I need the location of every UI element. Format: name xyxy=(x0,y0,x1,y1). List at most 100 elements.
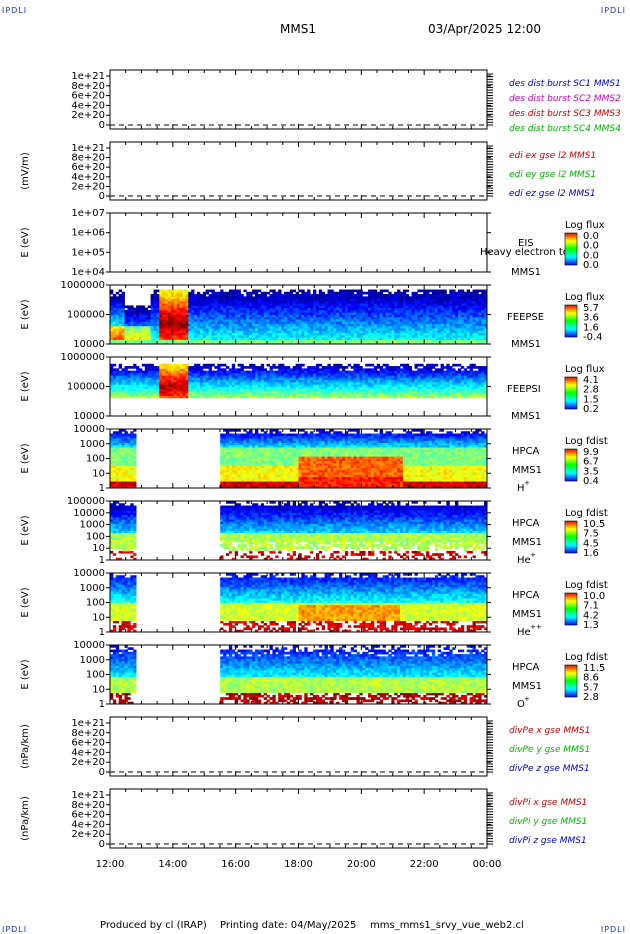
spectrogram-cell xyxy=(269,307,273,311)
spectrogram-cell xyxy=(379,381,383,385)
spectrogram-cell xyxy=(199,388,204,392)
spectrogram-cell xyxy=(278,386,282,390)
spectrogram-cell xyxy=(179,323,183,327)
spectrogram-cell xyxy=(115,298,120,302)
spectrogram-cell xyxy=(408,339,412,343)
spectrogram-cell xyxy=(205,325,209,329)
spectrogram-cell xyxy=(429,386,433,390)
spectrogram-cell xyxy=(202,303,207,306)
spectrogram-cell xyxy=(153,334,157,338)
spectrogram-cell xyxy=(243,375,247,378)
spectrogram-cell xyxy=(162,337,166,340)
spectrogram-cell xyxy=(359,330,363,334)
spectrogram-cell xyxy=(226,341,230,345)
spectrogram-cell xyxy=(168,307,172,311)
spectrogram-cell xyxy=(481,294,485,297)
spectrogram-cell xyxy=(281,393,285,396)
spectrogram-cell xyxy=(455,330,459,334)
spectrogram-cell xyxy=(153,323,157,327)
spectrogram-cell xyxy=(284,307,288,311)
spectrogram-cell xyxy=(327,321,331,324)
spectrogram-cell xyxy=(182,321,186,324)
spectrogram-cell xyxy=(226,381,230,385)
spectrogram-cell xyxy=(344,395,349,399)
spectrogram-cell xyxy=(376,372,381,376)
spectrogram-cell xyxy=(426,370,430,374)
spectrogram-cell xyxy=(289,294,294,297)
spectrogram-cell xyxy=(388,298,392,302)
spectrogram-cell xyxy=(115,330,120,334)
spectrogram-cell xyxy=(150,337,154,340)
spectrogram-cell xyxy=(286,316,291,320)
spectrogram-cell xyxy=(373,328,378,331)
spectrogram-cell xyxy=(356,303,360,306)
spectrogram-cell xyxy=(159,328,163,331)
spectrogram-cell xyxy=(481,296,485,300)
spectrogram-cell xyxy=(240,384,244,387)
spectrogram-cell xyxy=(431,291,436,295)
spectrogram-cell xyxy=(359,307,363,311)
spectrogram-cell xyxy=(162,384,166,387)
spectrogram-cell xyxy=(484,314,488,318)
spectrogram-cell xyxy=(205,388,209,392)
spectrogram-cell xyxy=(263,395,267,399)
spectrogram-cell xyxy=(211,334,215,338)
spectrogram-cell xyxy=(144,363,149,367)
spectrogram-cell xyxy=(243,321,247,324)
spectrogram-cell xyxy=(272,334,276,338)
spectrogram-cell xyxy=(289,323,294,327)
spectrogram-cell xyxy=(292,381,296,385)
spectrogram-cell xyxy=(414,334,418,338)
spectrogram-cell xyxy=(237,388,241,392)
spectrogram-cell xyxy=(385,379,389,383)
spectrogram-cell xyxy=(426,384,430,387)
spectrogram-cell xyxy=(423,303,427,306)
spectrogram-cell xyxy=(458,307,462,311)
spectrogram-cell xyxy=(121,309,125,313)
spectrogram-cell xyxy=(466,300,470,304)
spectrogram-cell xyxy=(284,325,288,329)
spectrogram-cell xyxy=(304,332,308,336)
spectrogram-cell xyxy=(408,316,412,320)
spectrogram-cell xyxy=(226,330,230,334)
spectrogram-cell xyxy=(423,312,427,315)
spectrogram-cell xyxy=(223,341,227,345)
spectrogram-cell xyxy=(362,372,366,376)
spectrogram-cell xyxy=(394,305,398,309)
spectrogram-cell xyxy=(197,393,201,396)
spectrogram-cell xyxy=(226,305,230,309)
spectrogram-cell xyxy=(443,377,447,381)
spectrogram-cell xyxy=(208,372,212,376)
spectrogram-cell xyxy=(110,332,114,336)
spectrogram-cell xyxy=(440,298,444,302)
spectrogram-cell xyxy=(429,289,433,293)
spectrogram-cell xyxy=(434,388,439,392)
spectrogram-cell xyxy=(188,395,192,399)
spectrogram-cell xyxy=(115,377,120,381)
spectrogram-cell xyxy=(118,330,122,334)
spectrogram-cell xyxy=(478,332,482,336)
spectrogram-cell xyxy=(414,363,418,367)
spectrogram-cell xyxy=(385,319,389,322)
spectrogram-cell xyxy=(179,316,183,320)
spectrogram-cell xyxy=(202,381,207,385)
spectrogram-cell xyxy=(260,381,265,385)
spectrogram-cell xyxy=(214,372,218,376)
spectrogram-cell xyxy=(481,314,485,318)
spectrogram-cell xyxy=(185,393,189,396)
spectrogram-cell xyxy=(141,377,146,381)
spectrogram-cell xyxy=(350,328,354,331)
spectrogram-cell xyxy=(170,296,175,300)
spectrogram-cell xyxy=(449,296,453,300)
spectrogram-cell xyxy=(286,321,291,324)
spectrogram-cell xyxy=(292,289,296,293)
spectrogram-cell xyxy=(411,328,415,331)
spectrogram-cell xyxy=(423,319,427,322)
spectrogram-cell xyxy=(405,312,410,315)
spectrogram-cell xyxy=(275,372,279,376)
spectrogram-cell xyxy=(197,312,201,315)
spectrogram-cell xyxy=(217,381,221,385)
spectrogram-cell xyxy=(327,368,331,372)
spectrogram-cell xyxy=(110,372,114,376)
spectrogram-cell xyxy=(304,305,308,309)
